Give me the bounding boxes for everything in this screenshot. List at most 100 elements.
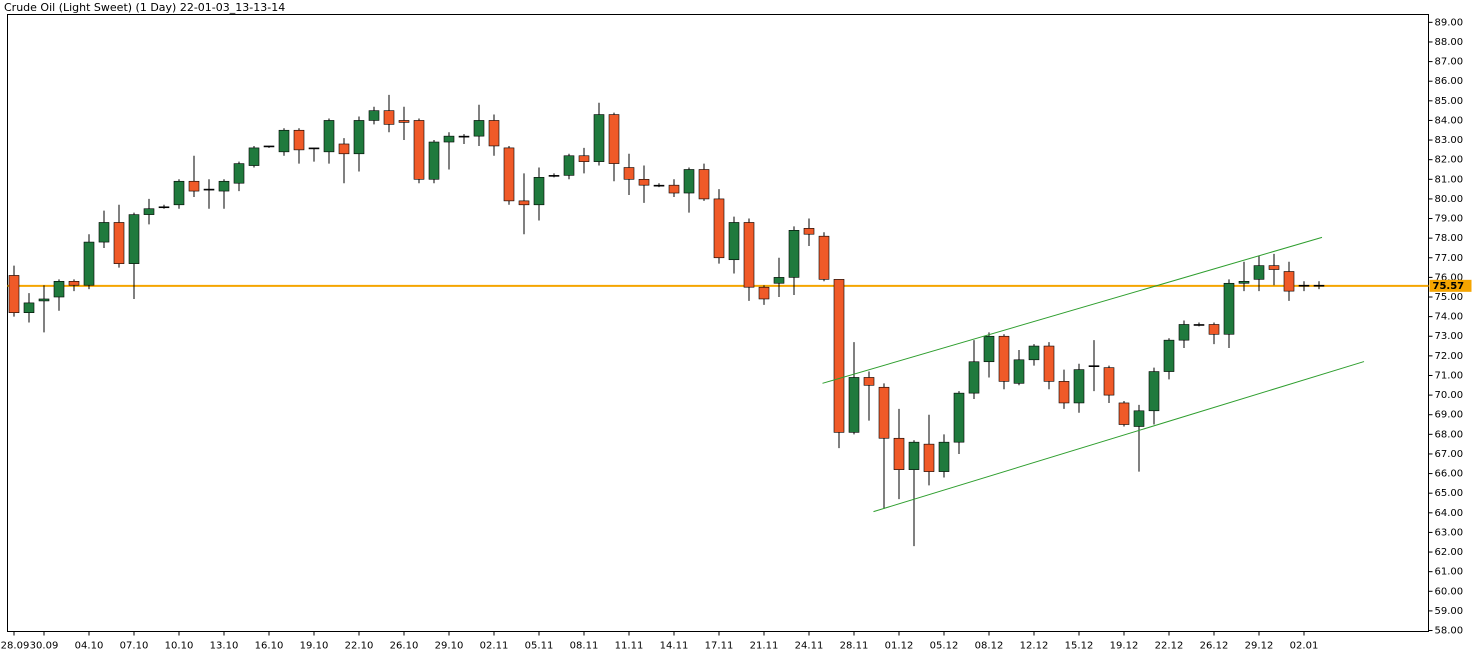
x-tick-label: 28.09 bbox=[1, 641, 30, 652]
y-tick-label: 63.00 bbox=[1435, 527, 1464, 538]
x-tick-label: 13.10 bbox=[210, 641, 239, 652]
y-tick-label: 85.00 bbox=[1435, 96, 1464, 107]
candle-body bbox=[113, 222, 125, 264]
candle-body bbox=[248, 147, 260, 166]
candle-body bbox=[353, 120, 365, 155]
x-tick-label: 11.11 bbox=[615, 641, 644, 652]
candle-body bbox=[443, 135, 455, 143]
candle-body bbox=[368, 110, 380, 121]
y-tick-label: 84.00 bbox=[1435, 115, 1464, 126]
candle-body bbox=[503, 147, 515, 202]
y-tick-label: 62.00 bbox=[1435, 547, 1464, 558]
x-tick-label: 16.10 bbox=[255, 641, 284, 652]
y-tick-label: 78.00 bbox=[1435, 233, 1464, 244]
candle-body bbox=[878, 386, 890, 439]
x-tick-label: 17.11 bbox=[705, 641, 734, 652]
candle-body bbox=[683, 169, 695, 194]
candle-body bbox=[848, 377, 860, 433]
candle-body bbox=[863, 377, 875, 386]
candle-body bbox=[668, 184, 680, 194]
candle-body bbox=[608, 114, 620, 164]
x-tick-label: 29.12 bbox=[1245, 641, 1274, 652]
plot-frame bbox=[7, 14, 1429, 632]
candle-body bbox=[818, 235, 830, 280]
x-tick-label: 04.10 bbox=[75, 641, 104, 652]
candle-body bbox=[473, 120, 485, 137]
candle-body bbox=[893, 437, 905, 470]
y-tick-label: 88.00 bbox=[1435, 37, 1464, 48]
y-tick-label: 76.00 bbox=[1435, 272, 1464, 283]
candle-body bbox=[398, 120, 410, 123]
y-tick-label: 64.00 bbox=[1435, 508, 1464, 519]
y-tick-label: 70.00 bbox=[1435, 390, 1464, 401]
candle-body bbox=[383, 110, 395, 125]
x-tick-label: 24.11 bbox=[795, 641, 824, 652]
candle-body bbox=[1253, 265, 1265, 280]
candle-body bbox=[293, 129, 305, 151]
x-tick-label: 05.11 bbox=[525, 641, 554, 652]
candle-body bbox=[428, 141, 440, 180]
candle-body bbox=[338, 143, 350, 155]
candle-body bbox=[128, 214, 140, 264]
candle-body bbox=[323, 120, 335, 153]
candle-body bbox=[1013, 359, 1025, 384]
y-tick-label: 73.00 bbox=[1435, 331, 1464, 342]
candle-body bbox=[1148, 371, 1160, 412]
candle-body bbox=[1193, 324, 1205, 326]
candle-body bbox=[1088, 365, 1100, 367]
x-tick-label: 08.11 bbox=[570, 641, 599, 652]
candle-body bbox=[413, 120, 425, 180]
y-tick-label: 66.00 bbox=[1435, 469, 1464, 480]
x-tick-label: 02.11 bbox=[480, 641, 509, 652]
candle-body bbox=[83, 241, 95, 286]
y-tick-label: 89.00 bbox=[1435, 17, 1464, 28]
candle-body bbox=[788, 230, 800, 278]
candle-body bbox=[203, 188, 215, 191]
candle-body bbox=[233, 163, 245, 184]
candle-body bbox=[593, 114, 605, 162]
candle-body bbox=[1223, 282, 1235, 335]
candle-body bbox=[578, 155, 590, 162]
y-tick-label: 77.00 bbox=[1435, 253, 1464, 264]
trend-line bbox=[873, 361, 1365, 513]
candle-body bbox=[488, 120, 500, 147]
candle-body bbox=[518, 200, 530, 206]
x-tick-label: 05.12 bbox=[930, 641, 959, 652]
x-tick-label: 22.12 bbox=[1155, 641, 1184, 652]
candle-body bbox=[953, 392, 965, 443]
y-tick-label: 68.00 bbox=[1435, 429, 1464, 440]
candle-body bbox=[68, 281, 80, 286]
y-tick-label: 58.00 bbox=[1435, 626, 1464, 637]
candle-body bbox=[563, 155, 575, 176]
candle-body bbox=[1028, 345, 1040, 361]
candle-body bbox=[533, 177, 545, 206]
x-tick-label: 19.10 bbox=[300, 641, 329, 652]
candle-body bbox=[188, 180, 200, 192]
y-tick-label: 65.00 bbox=[1435, 488, 1464, 499]
y-tick-label: 81.00 bbox=[1435, 174, 1464, 185]
candle-body bbox=[1268, 265, 1280, 270]
y-tick-label: 61.00 bbox=[1435, 567, 1464, 578]
x-tick-label: 01.12 bbox=[885, 641, 914, 652]
candle-body bbox=[458, 135, 470, 138]
candle-body bbox=[803, 228, 815, 235]
x-tick-label: 28.11 bbox=[840, 641, 869, 652]
x-tick-label: 10.10 bbox=[165, 641, 194, 652]
chart-title: Crude Oil (Light Sweet) (1 Day) 22-01-03… bbox=[4, 1, 285, 14]
candle-body bbox=[908, 441, 920, 470]
candle-body bbox=[158, 206, 170, 209]
candle-body bbox=[713, 198, 725, 259]
y-tick-label: 69.00 bbox=[1435, 410, 1464, 421]
x-tick-label: 15.12 bbox=[1065, 641, 1094, 652]
x-tick-label: 29.10 bbox=[435, 641, 464, 652]
candle-body bbox=[923, 443, 935, 472]
candle-body bbox=[263, 145, 275, 148]
x-tick-label: 19.12 bbox=[1110, 641, 1139, 652]
candle-body bbox=[1283, 271, 1295, 292]
candle-body bbox=[548, 175, 560, 177]
candle-body bbox=[1313, 284, 1325, 287]
candle-body bbox=[1133, 410, 1145, 427]
x-tick-label: 30.09 bbox=[30, 641, 59, 652]
